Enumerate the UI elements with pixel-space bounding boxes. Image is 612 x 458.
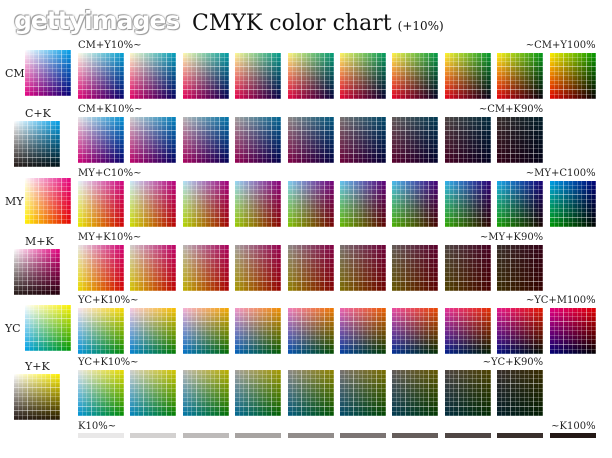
color-swatch-my-c-80 — [444, 181, 491, 227]
color-swatch-my-c-40 — [235, 181, 282, 227]
color-swatch-yc-m-10 — [78, 308, 124, 354]
side-label: MY — [5, 195, 24, 208]
k-bar-40 — [235, 433, 282, 438]
color-swatch-cm-k-40 — [235, 117, 282, 163]
color-swatch-cm-y-50 — [287, 53, 334, 99]
color-swatch-my-c-20 — [130, 181, 177, 227]
color-swatch-cm-y-30 — [182, 53, 229, 99]
color-swatch-my-c-10 — [78, 181, 124, 227]
k-bar-10 — [78, 433, 124, 438]
color-swatch-cm-y-60 — [340, 53, 386, 99]
color-swatch-yc-m-20 — [130, 308, 177, 354]
color-swatch-cm-y-100 — [549, 53, 596, 99]
side-label: Y+K — [25, 360, 50, 373]
color-swatch-yc-k-90 — [497, 370, 544, 416]
color-swatch-cm-k-20 — [130, 117, 177, 163]
color-swatch-yc-m-30 — [182, 308, 229, 354]
k-bar-70 — [392, 433, 439, 438]
color-swatch-cm-y-90 — [497, 53, 544, 99]
color-swatch-yc-k-80 — [444, 370, 491, 416]
color-swatch-my-c-30 — [182, 181, 229, 227]
row-start-label: YC+K10%~ — [78, 295, 139, 306]
side-label: CM — [5, 67, 25, 80]
k-bar-50 — [287, 433, 334, 438]
k-bar-80 — [444, 433, 491, 438]
side-swatch-c-k — [14, 121, 60, 167]
color-swatch-my-k-40 — [235, 245, 282, 291]
side-swatch-cm — [25, 50, 71, 96]
color-swatch-my-c-50 — [287, 181, 334, 227]
color-swatch-cm-y-20 — [130, 53, 177, 99]
row-end-label: ~YC+K90% — [482, 357, 544, 368]
side-label: M+K — [25, 235, 54, 248]
color-swatch-yc-m-60 — [340, 308, 386, 354]
color-swatch-my-k-70 — [392, 245, 439, 291]
side-label: C+K — [25, 107, 51, 120]
row-end-label: ~YC+M100% — [525, 295, 596, 306]
color-swatch-yc-k-60 — [340, 370, 386, 416]
color-swatch-my-c-70 — [392, 181, 439, 227]
color-swatch-my-k-30 — [182, 245, 229, 291]
color-swatch-yc-m-70 — [392, 308, 439, 354]
side-label: YC — [5, 322, 21, 335]
color-swatch-cm-y-80 — [444, 53, 491, 99]
color-swatch-yc-k-50 — [287, 370, 334, 416]
color-swatch-cm-k-70 — [392, 117, 439, 163]
color-swatch-cm-k-30 — [182, 117, 229, 163]
color-swatch-cm-k-10 — [78, 117, 124, 163]
color-swatch-my-k-10 — [78, 245, 124, 291]
color-swatch-cm-k-60 — [340, 117, 386, 163]
color-swatch-my-k-20 — [130, 245, 177, 291]
row-start-label: MY+C10%~ — [78, 168, 142, 179]
page-title: CMYK color chart (+10%) — [192, 11, 444, 36]
color-swatch-my-k-80 — [444, 245, 491, 291]
k-bar-90 — [497, 433, 544, 438]
color-swatch-cm-y-70 — [392, 53, 439, 99]
k-bar-60 — [340, 433, 386, 438]
color-swatch-my-c-100 — [549, 181, 596, 227]
color-swatch-yc-m-80 — [444, 308, 491, 354]
color-swatch-yc-k-10 — [78, 370, 124, 416]
row-end-label: ~CM+K90% — [478, 104, 544, 115]
row-start-label: MY+K10%~ — [78, 232, 142, 243]
row-start-label: YC+K10%~ — [78, 357, 139, 368]
color-swatch-my-k-90 — [497, 245, 544, 291]
color-swatch-yc-k-70 — [392, 370, 439, 416]
row-start-label: CM+Y10%~ — [78, 40, 142, 51]
color-swatch-my-c-60 — [340, 181, 386, 227]
color-swatch-cm-k-80 — [444, 117, 491, 163]
color-swatch-yc-m-50 — [287, 308, 334, 354]
k-row-end-label: ~K100% — [551, 421, 596, 432]
color-swatch-cm-y-40 — [235, 53, 282, 99]
k-row-start-label: K10%~ — [78, 421, 117, 432]
side-swatch-yc — [25, 305, 71, 351]
color-swatch-my-k-60 — [340, 245, 386, 291]
k-bar-20 — [130, 433, 177, 438]
side-swatch-m-k — [14, 249, 60, 295]
side-swatch-y-k — [14, 374, 60, 420]
color-swatch-yc-m-40 — [235, 308, 282, 354]
color-swatch-yc-m-90 — [497, 308, 544, 354]
color-swatch-yc-m-100 — [549, 308, 596, 354]
color-swatch-yc-k-30 — [182, 370, 229, 416]
color-swatch-cm-k-50 — [287, 117, 334, 163]
side-swatch-my — [25, 178, 71, 224]
k-bar-30 — [182, 433, 229, 438]
title-text: CMYK color chart — [192, 11, 392, 36]
color-swatch-my-k-50 — [287, 245, 334, 291]
color-swatch-cm-y-10 — [78, 53, 124, 99]
color-swatch-yc-k-40 — [235, 370, 282, 416]
row-start-label: CM+K10%~ — [78, 104, 143, 115]
color-swatch-cm-k-90 — [497, 117, 544, 163]
k-bar-100 — [549, 433, 596, 438]
row-end-label: ~CM+Y100% — [525, 40, 596, 51]
gettyimages-logo: gettyimages — [14, 6, 180, 35]
row-end-label: ~MY+C100% — [525, 168, 596, 179]
subtitle: (+10%) — [397, 19, 444, 33]
color-swatch-yc-k-20 — [130, 370, 177, 416]
color-swatch-my-c-90 — [497, 181, 544, 227]
row-end-label: ~MY+K90% — [479, 232, 544, 243]
